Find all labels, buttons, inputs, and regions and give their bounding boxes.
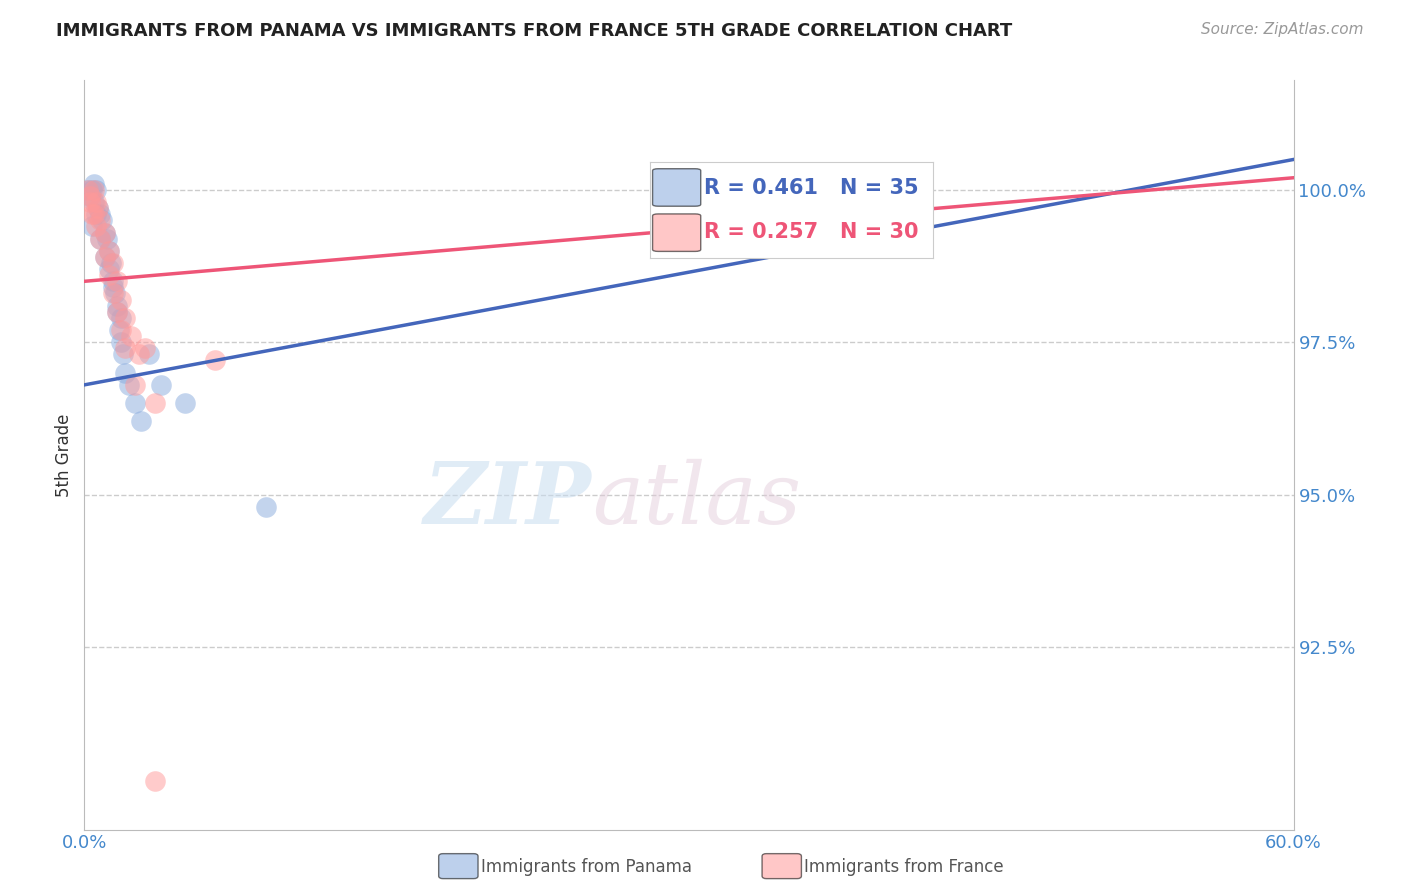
- Point: [105, 305, 128, 319]
- Point: [77, 183, 100, 197]
- Point: [111, 347, 134, 361]
- Text: ZIP: ZIP: [425, 458, 592, 541]
- Point: [97, 268, 120, 283]
- Point: [86, 183, 108, 197]
- Point: [204, 353, 226, 368]
- Point: [97, 244, 120, 258]
- Point: [89, 232, 111, 246]
- Point: [83, 177, 105, 191]
- Point: [143, 396, 166, 410]
- Text: N = 30: N = 30: [839, 222, 918, 243]
- Point: [174, 396, 197, 410]
- Point: [110, 335, 132, 350]
- Point: [100, 256, 122, 270]
- Point: [124, 377, 146, 392]
- Point: [83, 183, 105, 197]
- Point: [118, 377, 141, 392]
- Point: [79, 195, 101, 210]
- Point: [114, 341, 136, 355]
- Point: [86, 207, 108, 221]
- Point: [93, 250, 115, 264]
- Point: [93, 226, 115, 240]
- Point: [101, 286, 124, 301]
- Point: [105, 299, 128, 313]
- Point: [86, 219, 108, 234]
- Point: [107, 323, 129, 337]
- Point: [101, 256, 124, 270]
- Point: [89, 213, 111, 227]
- Text: IMMIGRANTS FROM PANAMA VS IMMIGRANTS FROM FRANCE 5TH GRADE CORRELATION CHART: IMMIGRANTS FROM PANAMA VS IMMIGRANTS FRO…: [56, 22, 1012, 40]
- Point: [89, 232, 111, 246]
- Point: [82, 207, 104, 221]
- Point: [101, 280, 124, 294]
- Point: [82, 183, 104, 197]
- Point: [91, 213, 114, 227]
- Text: atlas: atlas: [592, 458, 801, 541]
- Point: [114, 310, 136, 325]
- Point: [114, 366, 136, 380]
- Point: [128, 347, 150, 361]
- Text: Immigrants from France: Immigrants from France: [804, 858, 1004, 876]
- Point: [254, 500, 277, 514]
- Point: [101, 274, 124, 288]
- Point: [120, 329, 142, 343]
- Point: [110, 323, 132, 337]
- Point: [93, 250, 115, 264]
- Point: [87, 201, 110, 215]
- Text: N = 35: N = 35: [839, 178, 918, 198]
- Point: [89, 207, 111, 221]
- Point: [97, 262, 120, 277]
- Point: [77, 183, 100, 197]
- Point: [105, 305, 128, 319]
- Point: [83, 207, 105, 221]
- Text: Immigrants from Panama: Immigrants from Panama: [481, 858, 692, 876]
- Text: Source: ZipAtlas.com: Source: ZipAtlas.com: [1201, 22, 1364, 37]
- Point: [87, 201, 110, 215]
- Point: [110, 293, 132, 307]
- Point: [110, 310, 132, 325]
- Point: [83, 195, 105, 210]
- Point: [93, 226, 115, 240]
- Point: [134, 341, 156, 355]
- Point: [96, 232, 118, 246]
- Point: [82, 219, 104, 234]
- Point: [86, 195, 108, 210]
- Point: [138, 347, 160, 361]
- FancyBboxPatch shape: [652, 169, 700, 206]
- Point: [105, 274, 128, 288]
- Point: [79, 189, 101, 203]
- Point: [149, 377, 172, 392]
- Text: R = 0.461: R = 0.461: [703, 178, 817, 198]
- Point: [124, 396, 146, 410]
- Point: [79, 189, 101, 203]
- Point: [104, 286, 127, 301]
- Text: R = 0.257: R = 0.257: [703, 222, 818, 243]
- Y-axis label: 5th Grade: 5th Grade: [55, 413, 73, 497]
- FancyBboxPatch shape: [652, 214, 700, 252]
- Point: [129, 414, 152, 428]
- Point: [97, 244, 120, 258]
- Point: [143, 773, 166, 788]
